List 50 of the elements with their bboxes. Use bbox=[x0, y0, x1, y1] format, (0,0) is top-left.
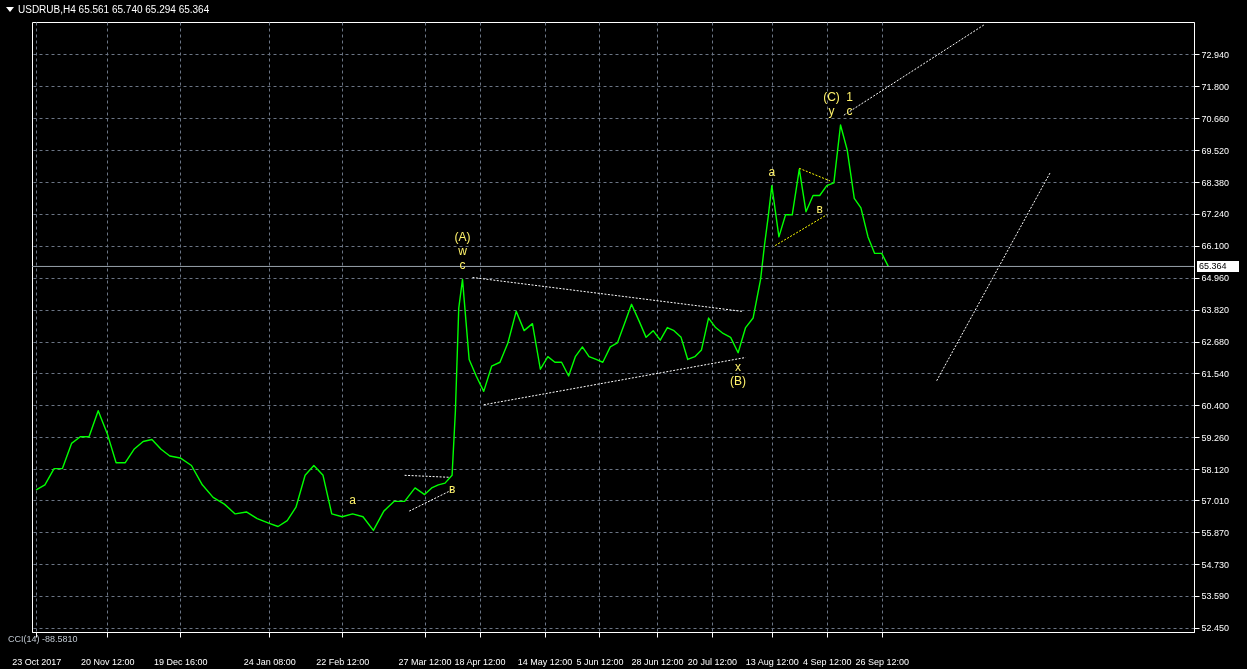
annotation: 1 bbox=[846, 89, 854, 104]
annotation: w bbox=[457, 244, 468, 259]
annotation: a bbox=[768, 164, 776, 179]
x-tick-label: 26 Sep 12:00 bbox=[855, 656, 910, 667]
annotation: y bbox=[828, 103, 835, 118]
y-tick-label: 63.820 bbox=[1201, 305, 1230, 316]
y-tick-label: 67.240 bbox=[1201, 209, 1230, 220]
y-tick-label: 66.100 bbox=[1201, 241, 1230, 252]
x-tick-label: 13 Aug 12:00 bbox=[745, 656, 799, 667]
y-tick-label: 61.540 bbox=[1201, 368, 1230, 379]
y-tick-label: 64.960 bbox=[1201, 273, 1230, 284]
x-tick-label: 22 Feb 12:00 bbox=[316, 656, 370, 667]
x-tick-label: 24 Jan 08:00 bbox=[243, 656, 296, 667]
x-tick-label: 20 Jul 12:00 bbox=[687, 656, 737, 667]
y-tick-label: 53.590 bbox=[1201, 591, 1230, 602]
y-tick-label: 68.380 bbox=[1201, 177, 1230, 188]
annotation: x bbox=[735, 359, 742, 374]
annotation: c bbox=[846, 103, 853, 118]
y-tick-label: 55.870 bbox=[1201, 527, 1230, 538]
annotation: в bbox=[816, 202, 823, 217]
y-tick-label: 58.120 bbox=[1201, 464, 1230, 475]
y-tick-label: 62.680 bbox=[1201, 337, 1230, 348]
y-tick-label: 59.260 bbox=[1201, 432, 1230, 443]
y-tick-label: 60.400 bbox=[1201, 400, 1230, 411]
annotation: c bbox=[459, 258, 466, 273]
x-tick-label: 4 Sep 12:00 bbox=[803, 656, 852, 667]
text: CCI(14) -88.5810 bbox=[8, 634, 78, 644]
ref-line-label: 65.364 bbox=[1199, 261, 1227, 272]
annotation: (C) bbox=[823, 89, 840, 104]
y-tick-label: 52.450 bbox=[1201, 623, 1230, 634]
y-tick-label: 70.660 bbox=[1201, 113, 1230, 124]
chart-title: USDRUB,H4 65.561 65.740 65.294 65.364 bbox=[18, 4, 210, 15]
x-tick-label: 18 Apr 12:00 bbox=[454, 656, 506, 667]
x-tick-label: 23 Oct 2017 bbox=[12, 656, 62, 667]
x-tick-label: 19 Dec 16:00 bbox=[153, 656, 208, 667]
line-series bbox=[35, 124, 890, 532]
x-tick-label: 28 Jun 12:00 bbox=[631, 656, 684, 667]
x-tick-label: 20 Nov 12:00 bbox=[81, 656, 135, 667]
annotation: в bbox=[448, 482, 456, 497]
x-tick-label: 5 Jun 12:00 bbox=[576, 656, 624, 667]
x-tick-label: 14 May 12:00 bbox=[517, 656, 573, 667]
annotation: (A) bbox=[454, 230, 471, 245]
y-tick-label: 71.800 bbox=[1201, 81, 1230, 92]
x-tick-label: 27 Mar 12:00 bbox=[398, 656, 452, 667]
y-tick-label: 54.730 bbox=[1201, 559, 1230, 570]
y-tick-label: 57.010 bbox=[1201, 495, 1230, 506]
annotation: (B) bbox=[730, 373, 747, 388]
annotation: a bbox=[349, 492, 357, 507]
y-tick-label: 72.940 bbox=[1201, 49, 1230, 60]
y-tick-label: 69.520 bbox=[1201, 145, 1230, 156]
